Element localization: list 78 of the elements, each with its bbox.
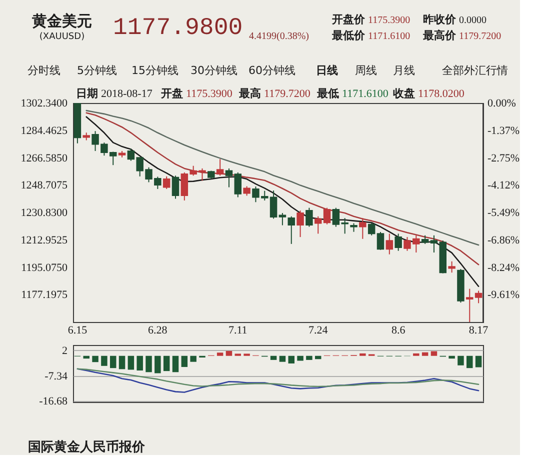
text: 1171.6100 <box>342 88 389 100</box>
candlestick <box>234 172 242 198</box>
text: 昨收价 <box>423 13 457 26</box>
text: 60分钟线 <box>248 64 296 77</box>
candlestick <box>296 210 304 238</box>
text: 2018-08-17 <box>101 88 153 100</box>
text: 1175.3900 <box>186 88 233 100</box>
line-series <box>76 368 480 388</box>
text: 周线 <box>355 64 377 77</box>
text: 全部外汇行情 <box>442 64 508 77</box>
y-tick-label: 1266.5850 <box>20 152 68 164</box>
y-tick-label: 1284.4625 <box>20 124 68 137</box>
y2-tick-label: -5.49% <box>488 207 520 219</box>
candlestick <box>288 216 295 244</box>
x-tick-label: 8.6 <box>391 324 406 336</box>
text: 30分钟线 <box>190 64 238 77</box>
y2-tick-label: -4.12% <box>488 180 520 192</box>
candlestick <box>386 233 394 255</box>
text: 国际黄金人民币报价 <box>28 439 146 455</box>
text: 最低价 <box>331 29 366 42</box>
candlestick <box>359 218 366 240</box>
y2-tick-label: -9.61% <box>488 289 520 302</box>
text: 1177.9800 <box>113 15 243 42</box>
text: 最高 <box>238 87 261 100</box>
candlestick <box>314 216 322 234</box>
candlestick <box>368 222 376 236</box>
candlestick <box>323 207 331 225</box>
candlestick <box>162 176 170 190</box>
y-tick-label: -7.34 <box>44 370 68 382</box>
x-tick-label: 7.11 <box>228 324 248 336</box>
candlestick <box>172 175 180 200</box>
y-tick-label: -16.68 <box>39 396 68 408</box>
text: 1179.7200 <box>459 31 502 42</box>
candlestick <box>243 186 250 196</box>
y2-tick-label: -1.37% <box>488 124 520 137</box>
text: 黄金美元 <box>31 12 92 30</box>
candlestick <box>278 212 286 226</box>
x-tick-label: 6.15 <box>68 324 88 336</box>
text: 1171.6100 <box>368 31 410 42</box>
text: 月线 <box>393 64 415 77</box>
candlestick <box>394 233 402 252</box>
text: 日期 <box>76 87 98 100</box>
text: (XAUUSD) <box>39 32 85 42</box>
candlestick <box>448 260 456 274</box>
x-tick-label: 7.24 <box>308 324 328 336</box>
text: 最高价 <box>422 29 457 42</box>
candlestick <box>430 234 438 254</box>
y-tick-label: 1248.7075 <box>20 180 68 192</box>
text: 4.4199(0.38%) <box>249 31 309 42</box>
text: 最低 <box>316 87 339 100</box>
y-tick-label: 1177.1975 <box>21 289 68 302</box>
text: 15分钟线 <box>132 64 178 77</box>
y2-tick-label: 0.00% <box>488 98 516 110</box>
y-tick-label: 1212.9525 <box>20 234 68 246</box>
y2-tick-label: -8.24% <box>488 262 520 274</box>
text: 开盘价 <box>331 13 366 26</box>
y2-tick-label: -6.86% <box>488 234 520 246</box>
line-series <box>76 368 480 393</box>
y2-tick-label: -2.75% <box>488 152 520 164</box>
text: 开盘 <box>160 87 183 100</box>
text: 1179.7200 <box>264 88 311 100</box>
text: 5分钟线 <box>77 64 117 77</box>
text: 1175.3900 <box>368 15 410 26</box>
candlestick <box>216 158 224 176</box>
text: 1178.0200 <box>418 88 465 100</box>
y-tick-label: 1195.0750 <box>21 262 68 274</box>
candlestick <box>376 231 384 250</box>
text: 收盘 <box>393 87 415 100</box>
y-tick-label: 1302.3400 <box>20 98 68 110</box>
text: 0.0000 <box>459 15 486 26</box>
text: 分时线 <box>28 64 60 77</box>
x-tick-label: 6.28 <box>148 324 168 336</box>
candlestick <box>225 168 233 188</box>
y-tick-label: 1230.8300 <box>20 207 68 219</box>
y-tick-label: 2 <box>62 344 68 357</box>
x-tick-label: 8.17 <box>468 324 489 336</box>
text: 日线 <box>316 64 338 77</box>
candlestick <box>306 207 313 228</box>
